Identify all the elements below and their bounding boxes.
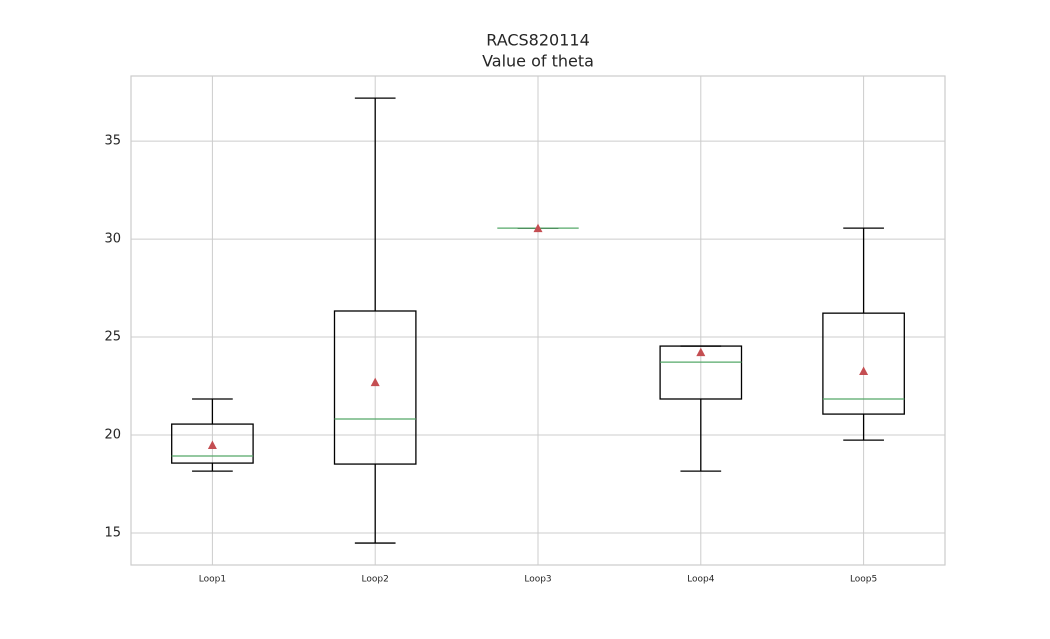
x-tick-label: Loop4	[687, 575, 715, 585]
x-tick-label: Loop5	[850, 575, 877, 585]
y-tick-label: 30	[104, 232, 121, 247]
chart-subtitle: Value of theta	[482, 52, 594, 71]
box	[171, 423, 254, 464]
mean-marker	[859, 366, 869, 375]
mean-marker	[696, 347, 706, 357]
y-tick-label: 20	[104, 428, 121, 443]
box	[333, 310, 417, 465]
mean-marker	[207, 440, 217, 450]
mean-marker	[533, 223, 543, 233]
y-tick-label: 35	[104, 134, 121, 149]
box	[822, 312, 905, 415]
x-tick-label: Loop2	[362, 575, 389, 585]
x-tick-label: Loop1	[199, 575, 226, 585]
box	[659, 345, 743, 400]
chart-title: RACS820114	[486, 31, 590, 50]
plot-frame	[130, 75, 946, 566]
y-tick-label: 15	[104, 526, 121, 541]
x-tick-label: Loop3	[524, 575, 551, 585]
mean-marker	[370, 377, 380, 387]
y-tick-label: 25	[104, 330, 121, 345]
